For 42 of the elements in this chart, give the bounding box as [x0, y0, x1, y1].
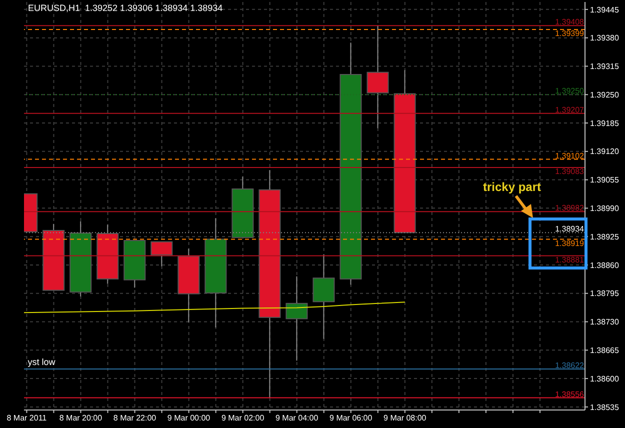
- ref-line-label: 1.38982: [555, 204, 585, 213]
- annotation: tricky part: [483, 180, 542, 194]
- x-tick-label: 9 Mar 06:00: [330, 414, 373, 423]
- annotation: yst low: [28, 356, 56, 367]
- ref-line-label: 1.38881: [555, 255, 585, 264]
- y-tick-label: 1.38535: [590, 402, 620, 412]
- y-tick-label: 1.39120: [590, 147, 620, 156]
- x-tick-label: 9 Mar 02:00: [221, 414, 265, 423]
- y-tick-label: 1.39315: [590, 62, 620, 72]
- y-tick-label: 1.39380: [590, 34, 620, 43]
- y-tick-label: 1.39055: [590, 176, 620, 185]
- candlestick: [366, 24, 389, 129]
- ref-line-label: 1.39408: [555, 18, 585, 27]
- candlestick: [312, 254, 335, 340]
- chart-title: EURUSD,H1 1.39252 1.39306 1.38934 1.38934: [28, 3, 223, 13]
- y-tick-label: 1.38795: [590, 289, 620, 298]
- x-tick-label: 9 Mar 00:00: [167, 414, 211, 423]
- candlestick: [286, 276, 308, 362]
- x-tick-label: 8 Mar 22:00: [113, 414, 157, 423]
- y-tick-label: 1.39250: [590, 90, 620, 100]
- ref-line-label: 1.38556: [555, 390, 585, 399]
- ref-line-label: 1.39102: [555, 151, 585, 160]
- x-tick-label: 9 Mar 08:00: [384, 414, 427, 423]
- ref-line-label: 1.38919: [555, 238, 585, 248]
- x-tick-label: 9 Mar 04:00: [275, 414, 319, 423]
- x-tick-label: 8 Mar 20:00: [59, 414, 103, 423]
- ref-line-label: 1.39399: [555, 29, 585, 38]
- ref-line-label: 1.38622: [555, 360, 585, 370]
- ref-line-label: 1.39083: [555, 167, 585, 176]
- x-tick-label: 8 Mar 2011: [6, 414, 48, 423]
- y-tick-label: 1.39185: [590, 118, 620, 128]
- y-tick-label: 1.38665: [590, 346, 620, 355]
- ref-line-label: 1.39207: [555, 105, 585, 114]
- candlestick: [150, 241, 173, 267]
- y-tick-label: 1.38990: [590, 204, 620, 214]
- y-tick-label: 1.38860: [590, 260, 620, 270]
- ref-line-label: 1.38934: [555, 224, 585, 234]
- ref-line-label: 1.39250: [555, 86, 585, 96]
- y-tick-label: 1.39445: [590, 5, 620, 14]
- y-tick-label: 1.38600: [590, 374, 620, 384]
- y-tick-label: 1.38730: [590, 318, 620, 327]
- y-tick-label: 1.38925: [590, 232, 620, 242]
